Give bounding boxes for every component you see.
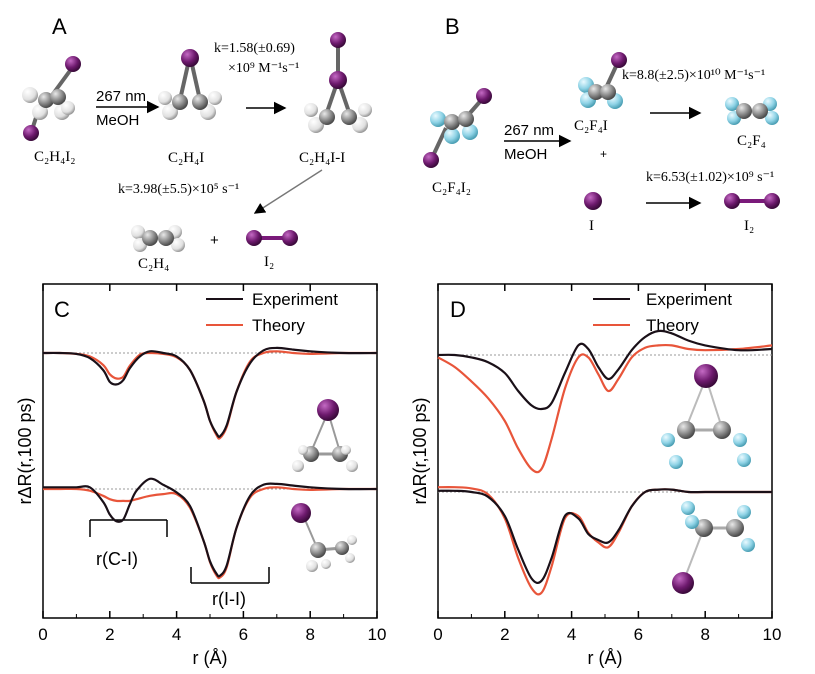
rate-b2: k=6.53(±1.02)×10⁹ s⁻¹ (646, 170, 774, 185)
molecule-c2f4i2 (423, 88, 492, 168)
condition-a-solvent: MeOH (96, 112, 139, 129)
plus-a: + (210, 232, 219, 249)
molecule-i-atom (584, 192, 602, 210)
inset-c-bridged (292, 399, 358, 472)
x-tick-label: 4 (567, 625, 576, 644)
condition-a-wavelength: 267 nm (96, 88, 146, 105)
label-c2h4i: C₂H₄I (168, 150, 204, 166)
lower-theory-curve (437, 486, 772, 596)
x-tick-label: 10 (368, 625, 387, 644)
inset-d-anti (672, 501, 755, 594)
legend-c-theory: Theory (252, 316, 305, 335)
label-c2f4i2: C₂F₄I₂ (432, 180, 471, 196)
label-i2-b: I₂ (744, 218, 754, 234)
label-i-atom: I (589, 218, 594, 234)
legend-c-experiment: Experiment (252, 290, 338, 309)
panel-c-plot: C Experiment Theory (15, 283, 387, 668)
panel-a-scheme: A C₂H₄I₂ 267 nm MeOH (22, 14, 372, 272)
panel-b-letter: B (445, 14, 460, 39)
molecule-c2h4i2 (22, 56, 81, 141)
condition-b-solvent: MeOH (504, 146, 547, 163)
x-tick-label: 6 (634, 625, 643, 644)
rate-b1: k=8.8(±2.5)×10¹⁰ M⁻¹s⁻¹ (622, 68, 765, 83)
plus-b: + (600, 147, 607, 161)
upper-experiment-curve (437, 329, 773, 411)
label-c2f4: C₂F₄ (737, 133, 766, 149)
molecule-c2h4i (158, 49, 222, 120)
rate-a1-line1: k=1.58(±0.69) (214, 41, 295, 56)
annotation-r-ci: r(C-I) (96, 549, 138, 569)
upper-theory-curve (437, 343, 773, 474)
molecule-c2f4 (725, 97, 779, 125)
panel-d-plot: D Experiment Theory (410, 283, 782, 668)
x-tick-label: 8 (305, 625, 314, 644)
y-axis-label: rΔR(r,100 ps) (15, 397, 35, 504)
panel-c-letter: C (54, 297, 70, 322)
x-tick-label: 0 (38, 625, 47, 644)
molecule-c2h4i-i (304, 32, 372, 133)
x-axis-label: r (Å) (588, 648, 623, 668)
molecule-i2-a (246, 230, 298, 246)
rate-a2: k=3.98(±5.5)×10⁵ s⁻¹ (118, 182, 239, 197)
x-axis-label: r (Å) (193, 648, 228, 668)
x-tick-label: 10 (763, 625, 782, 644)
panel-d-frame (437, 283, 773, 619)
molecule-c2f4i (578, 52, 627, 109)
molecule-i2-b (724, 193, 780, 209)
x-tick-label: 2 (105, 625, 114, 644)
x-tick-label: 8 (700, 625, 709, 644)
label-i2-a: I₂ (264, 254, 274, 270)
rate-a1-line2: ×10⁹ M⁻¹s⁻¹ (228, 61, 299, 76)
upper-experiment-curve (42, 346, 378, 438)
x-tick-label: 2 (500, 625, 509, 644)
x-tick-label: 4 (172, 625, 181, 644)
molecule-c2h4 (131, 225, 185, 252)
inset-d-bridged (661, 364, 751, 469)
bracket-c-ii: r(I-I) (190, 567, 270, 609)
panel-d-legend: Experiment Theory (593, 290, 732, 335)
bracket-c-ci: r(C-I) (89, 519, 168, 569)
label-c2h4i2: C₂H₄I₂ (34, 149, 76, 165)
panel-d-letter: D (450, 297, 466, 322)
legend-d-experiment: Experiment (646, 290, 732, 309)
panel-a-letter: A (52, 14, 67, 39)
x-tick-label: 6 (239, 625, 248, 644)
upper-theory-curve (42, 350, 378, 440)
inset-c-anti (291, 503, 357, 572)
condition-b-wavelength: 267 nm (504, 122, 554, 139)
label-c2f4i: C₂F₄I (574, 118, 608, 134)
label-c2h4i-i: C₂H₄I-I (299, 150, 345, 166)
x-tick-label: 0 (433, 625, 442, 644)
lower-experiment-curve (437, 488, 772, 585)
panel-b-scheme: B C₂F₄I₂ 267 nm MeOH C₂F₄I (423, 14, 780, 234)
annotation-r-ii: r(I-I) (212, 589, 246, 609)
lower-experiment-curve (43, 477, 378, 578)
panel-c-legend: Experiment Theory (206, 290, 338, 335)
y-axis-label: rΔR(r,100 ps) (410, 397, 430, 504)
label-c2h4: C₂H₄ (138, 256, 169, 272)
